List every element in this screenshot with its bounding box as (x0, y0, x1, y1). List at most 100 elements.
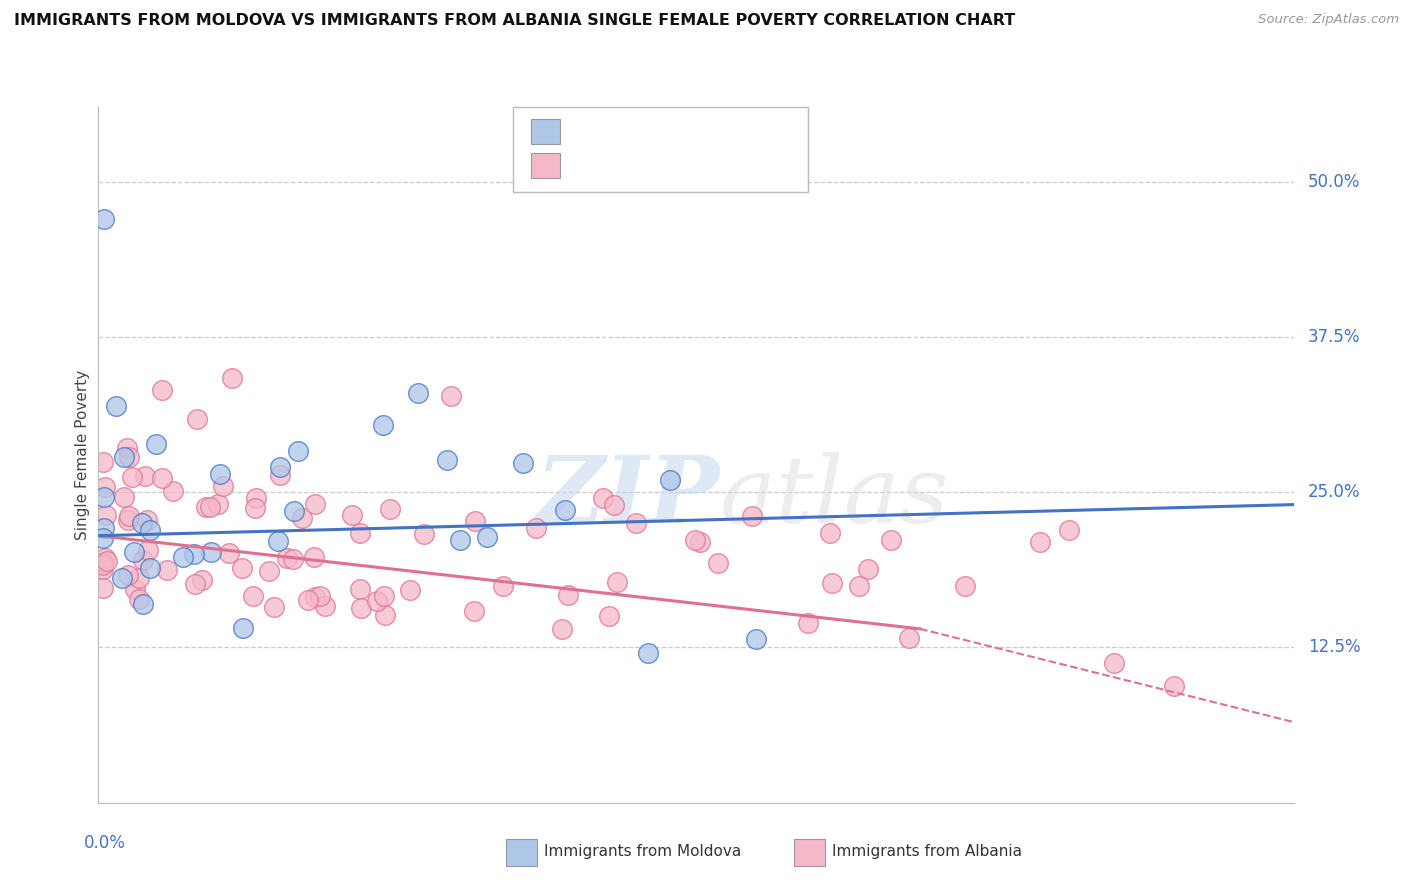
Point (91, 557, 114, 571)
Point (406, 385, 429, 400)
Point (269, 460, 291, 475)
Point (308, 589, 330, 603)
Point (603, 498, 626, 512)
Point (93, 211, 115, 226)
Point (297, 593, 319, 607)
Point (200, 545, 222, 559)
Point (93, 490, 115, 504)
Text: 12.5%: 12.5% (1308, 639, 1361, 657)
Point (91, 455, 114, 469)
Point (162, 483, 184, 498)
Point (598, 609, 620, 624)
Point (172, 550, 194, 565)
Point (287, 444, 309, 458)
Text: Source: ZipAtlas.com: Source: ZipAtlas.com (1258, 13, 1399, 27)
Point (373, 589, 395, 603)
Point (186, 412, 208, 426)
Point (267, 533, 290, 548)
Point (128, 571, 150, 585)
Point (302, 550, 325, 565)
Point (231, 561, 253, 575)
Point (606, 575, 628, 590)
Point (413, 526, 436, 541)
Point (198, 500, 221, 515)
Point (304, 497, 326, 511)
Point (245, 491, 267, 505)
Point (1028, 534, 1050, 549)
Point (207, 497, 229, 511)
Point (380, 502, 402, 516)
Point (281, 551, 304, 566)
Point (1163, 679, 1185, 693)
Point (136, 513, 159, 527)
Point (91, 558, 114, 572)
Point (685, 533, 707, 547)
Point (398, 583, 420, 598)
Point (122, 545, 145, 559)
Point (91, 581, 114, 595)
Y-axis label: Single Female Poverty: Single Female Poverty (75, 370, 90, 540)
Point (436, 452, 458, 467)
Point (340, 508, 363, 523)
Point (1102, 656, 1125, 670)
Point (94, 508, 117, 522)
Point (145, 436, 167, 450)
Point (243, 500, 266, 515)
Point (211, 479, 233, 493)
Point (373, 417, 395, 432)
Point (209, 467, 232, 481)
Text: 0.0%: 0.0% (83, 834, 125, 852)
Point (132, 553, 155, 567)
Point (134, 468, 156, 483)
Point (821, 576, 844, 591)
Point (91, 562, 114, 576)
Point (512, 457, 534, 471)
Point (121, 470, 143, 484)
Point (283, 504, 305, 518)
Point (136, 542, 159, 557)
Point (314, 599, 336, 613)
Text: atlas: atlas (720, 451, 949, 541)
Point (304, 591, 326, 605)
Point (93, 551, 115, 566)
Point (349, 526, 371, 541)
Point (366, 594, 388, 608)
Point (440, 389, 463, 403)
Point (557, 588, 579, 602)
Point (524, 521, 547, 535)
Point (741, 508, 763, 523)
Point (263, 600, 285, 615)
Point (898, 632, 921, 646)
Point (707, 556, 730, 570)
Text: 37.5%: 37.5% (1308, 328, 1361, 346)
Text: Immigrants from Albania: Immigrants from Albania (832, 845, 1022, 859)
Point (745, 632, 768, 647)
Point (848, 579, 870, 593)
Point (115, 441, 138, 455)
Point (242, 589, 264, 603)
Point (880, 533, 903, 547)
Point (592, 491, 614, 505)
Point (117, 567, 139, 582)
Point (112, 490, 135, 504)
Point (117, 512, 139, 526)
Point (269, 468, 291, 483)
Point (96, 553, 118, 567)
Text: R =  0.053   N =  32: R = 0.053 N = 32 (567, 124, 742, 138)
Point (218, 546, 240, 560)
Point (156, 563, 179, 577)
Point (232, 622, 254, 636)
Point (94, 480, 117, 494)
Point (152, 471, 174, 485)
Point (491, 579, 513, 593)
Point (128, 592, 150, 607)
Point (191, 573, 214, 587)
Point (139, 523, 162, 537)
Point (291, 510, 314, 524)
Text: Immigrants from Moldova: Immigrants from Moldova (544, 845, 741, 859)
Point (637, 646, 659, 660)
Point (183, 547, 205, 561)
Point (124, 582, 146, 596)
Point (551, 622, 574, 636)
Point (658, 473, 681, 487)
